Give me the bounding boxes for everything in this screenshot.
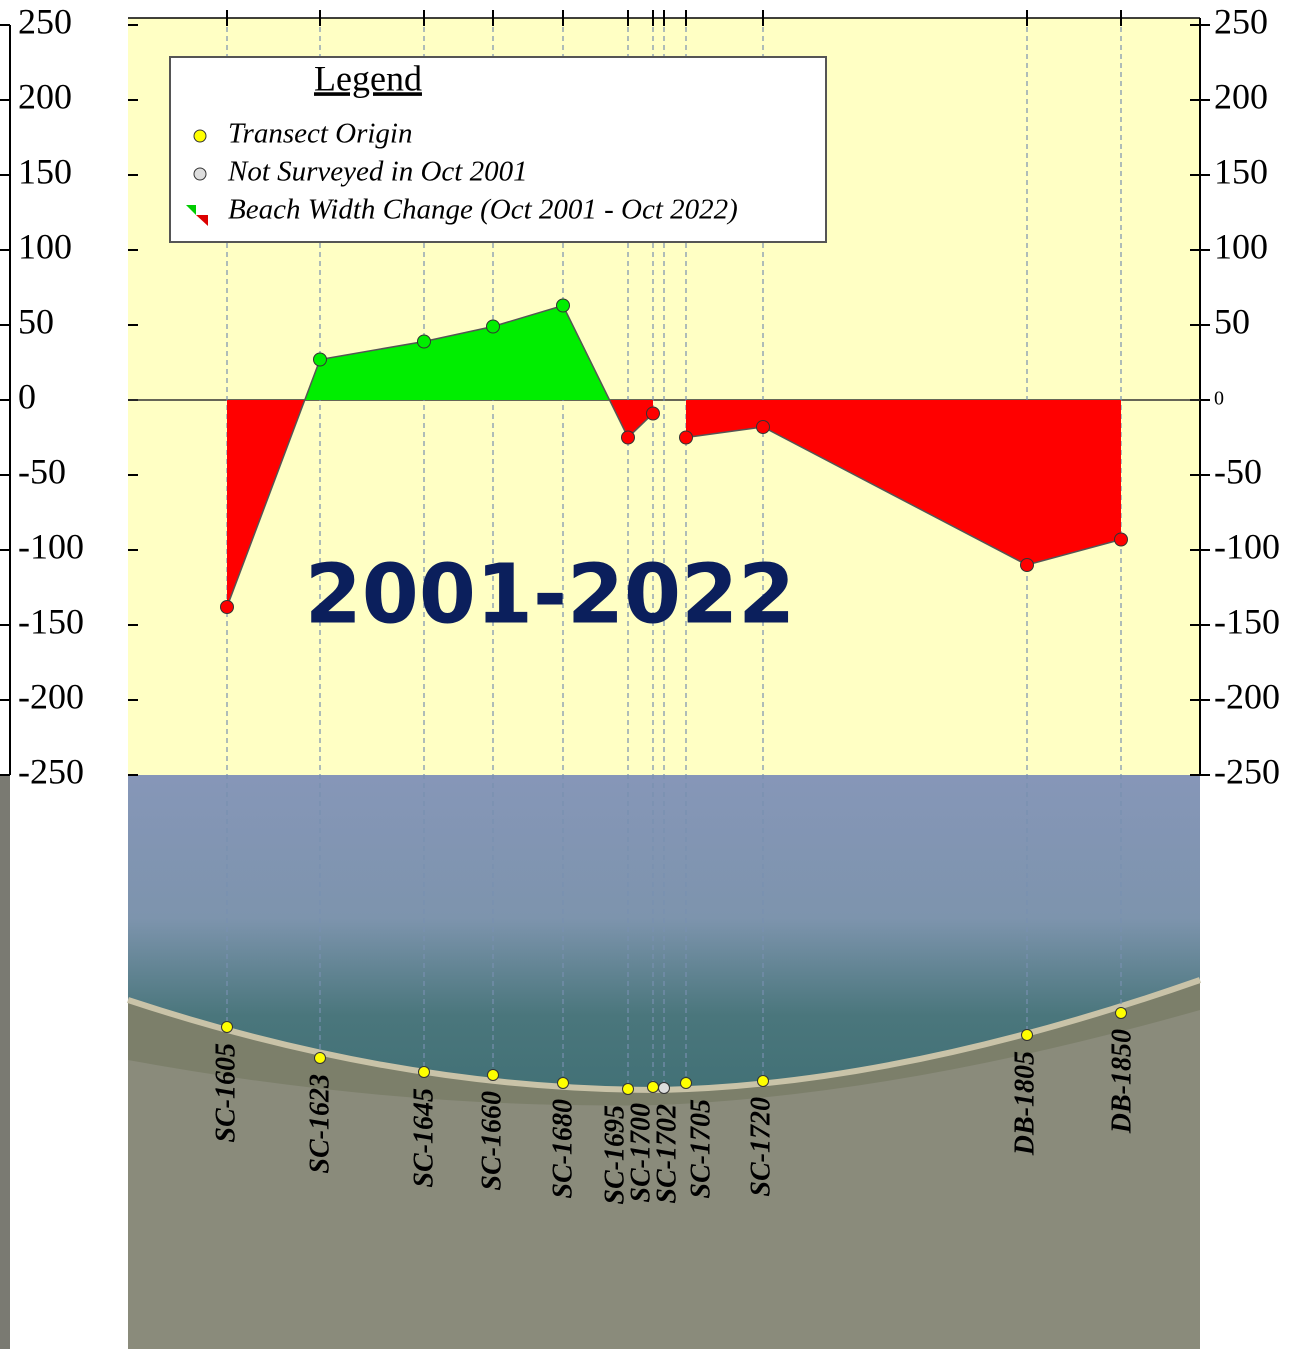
area-negative xyxy=(686,400,1121,565)
transect-origin xyxy=(221,1021,233,1033)
transect-origin xyxy=(1021,1029,1033,1041)
point xyxy=(679,430,693,445)
y2-tick-label: -150 xyxy=(1214,601,1280,641)
y-tick-label: 50 xyxy=(18,301,54,341)
point xyxy=(417,334,431,349)
x-tick-label: SC-1695 xyxy=(599,1105,630,1205)
transect-origin xyxy=(658,1082,670,1094)
transect-origin xyxy=(647,1081,659,1093)
y2-tick-label: 100 xyxy=(1214,226,1268,266)
y-tick-label: 200 xyxy=(18,76,72,116)
y-tick-label: -150 xyxy=(18,601,84,641)
y2-tick-label: 200 xyxy=(1214,76,1268,116)
y2-tick-label: -250 xyxy=(1214,751,1280,791)
transect-origin xyxy=(1115,1007,1127,1019)
transect-origin xyxy=(418,1066,430,1078)
y2-tick-label: 0 xyxy=(1214,388,1224,410)
y2-tick-label: -100 xyxy=(1214,526,1280,566)
area-positive xyxy=(227,305,653,400)
transect-origin xyxy=(487,1069,499,1081)
point xyxy=(313,352,327,367)
x-tick-label: SC-1700 xyxy=(625,1103,656,1203)
transect-origin xyxy=(314,1052,326,1064)
x-tick-label: SC-1705 xyxy=(685,1099,716,1199)
legend: Legend Transect Origin Not Surveyed in O… xyxy=(169,56,827,243)
x-tick-label: SC-1680 xyxy=(547,1099,578,1199)
x-tick-label: SC-1660 xyxy=(476,1091,507,1191)
y-tick-label: -250 xyxy=(18,751,84,791)
y-tick-label: 0 xyxy=(18,376,36,416)
x-tick-label: SC-1645 xyxy=(408,1088,439,1188)
legend-item: Transect Origin xyxy=(228,118,413,150)
point xyxy=(1114,532,1128,547)
legend-title: Legend xyxy=(314,58,422,98)
transect-origin xyxy=(557,1077,569,1089)
point xyxy=(621,430,635,445)
y-tick-label: -200 xyxy=(18,676,84,716)
area-negative xyxy=(227,400,653,607)
point xyxy=(556,298,570,313)
plot: 250 200 150 100 50 0 -50 -100 -150 -200 -250 250 200… xyxy=(0,1,1280,1205)
x-tick-label: SC-1702 xyxy=(651,1104,682,1204)
transect-origin xyxy=(757,1075,769,1087)
x-tick-label: DB-1805 xyxy=(1009,1051,1040,1156)
y2-tick-label: -200 xyxy=(1214,676,1280,716)
y-tick-label: 100 xyxy=(18,226,72,266)
y2-tick-label: 250 xyxy=(1214,1,1268,41)
point xyxy=(1020,558,1034,572)
y2-tick-label: -50 xyxy=(1214,451,1262,491)
y-tick-label: 150 xyxy=(18,151,72,191)
transect-origin xyxy=(680,1077,692,1089)
x-tick-label: SC-1605 xyxy=(210,1043,241,1143)
legend-item: Not Surveyed in Oct 2001 xyxy=(227,156,528,188)
transect-origin xyxy=(622,1083,634,1095)
point xyxy=(220,600,234,614)
x-tick-label: SC-1720 xyxy=(745,1097,776,1197)
x-tick-label: DB-1850 xyxy=(1106,1029,1137,1134)
title: 2001-2022 xyxy=(305,547,795,642)
y2-tick-label: 50 xyxy=(1214,301,1250,341)
legend-item: Beach Width Change (Oct 2001 - Oct 2022) xyxy=(228,194,738,226)
line xyxy=(685,426,1122,566)
y-tick-label: 250 xyxy=(18,1,72,41)
y-tick-label: -100 xyxy=(18,526,84,566)
y2-tick-label: 150 xyxy=(1214,151,1268,191)
point xyxy=(646,406,660,421)
x-tick-label: SC-1623 xyxy=(304,1074,335,1174)
point xyxy=(756,420,770,434)
y-tick-label: -50 xyxy=(18,451,66,491)
point xyxy=(486,319,500,334)
